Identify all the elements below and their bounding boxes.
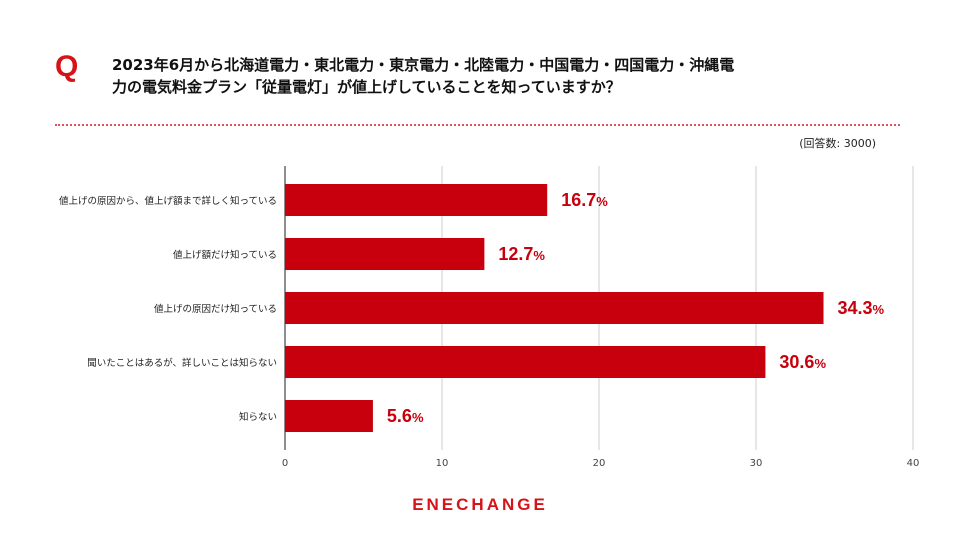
question-text: 2023年6月から北海道電力・東北電力・東京電力・北陸電力・中国電力・四国電力・… bbox=[112, 54, 882, 98]
dotted-divider bbox=[55, 124, 900, 126]
x-tick-label-2: 20 bbox=[593, 458, 606, 469]
value-label-0: 16.7% bbox=[561, 190, 608, 210]
category-label-3: 聞いたことはあるが、詳しいことは知らない bbox=[87, 357, 277, 369]
question-line-2: 力の電気料金プラン「従量電灯」が値上げしていることを知っていますか？ bbox=[112, 78, 621, 96]
category-label-1: 値上げ額だけ知っている bbox=[173, 249, 277, 261]
category-label-2: 値上げの原因だけ知っている bbox=[154, 303, 277, 315]
enechange-logo: ENECHANGE bbox=[412, 495, 548, 514]
value-label-3: 30.6% bbox=[779, 352, 826, 372]
x-tick-label-3: 30 bbox=[750, 458, 763, 469]
bar-1 bbox=[285, 238, 485, 270]
respondent-count: (回答数: 3000) bbox=[799, 137, 876, 150]
value-label-4: 5.6% bbox=[387, 406, 424, 426]
bar-0 bbox=[285, 184, 548, 216]
x-tick-label-4: 40 bbox=[907, 458, 920, 469]
question-line-1: 2023年6月から北海道電力・東北電力・東京電力・北陸電力・中国電力・四国電力・… bbox=[112, 56, 735, 74]
question-mark: Q bbox=[55, 50, 79, 83]
bar-2 bbox=[285, 292, 824, 324]
bar-chart: 0 10 20 30 40 値上げの原因から、値上げ額まで詳しく知っている 16.7% 値上げ… bbox=[59, 166, 920, 469]
value-label-2: 34.3% bbox=[838, 298, 885, 318]
category-label-4: 知らない bbox=[239, 411, 277, 423]
bar-4 bbox=[285, 400, 373, 432]
x-tick-label-1: 10 bbox=[436, 458, 449, 469]
value-label-1: 12.7% bbox=[498, 244, 545, 264]
x-tick-label-0: 0 bbox=[282, 458, 288, 469]
category-label-0: 値上げの原因から、値上げ額まで詳しく知っている bbox=[59, 195, 277, 207]
bar-3 bbox=[285, 346, 766, 378]
